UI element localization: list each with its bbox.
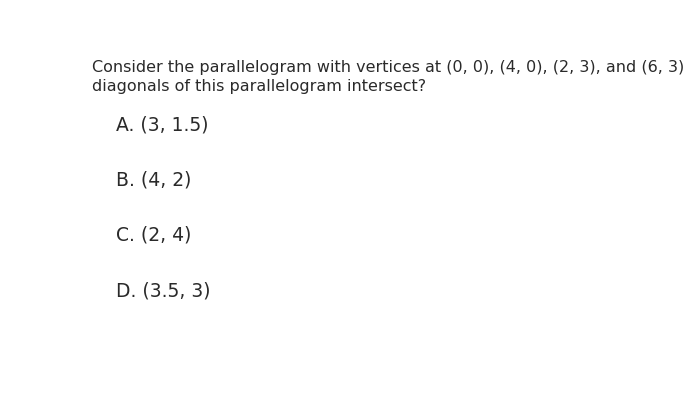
Text: diagonals of this parallelogram intersect?: diagonals of this parallelogram intersec…: [92, 79, 426, 94]
Text: A. (3, 1.5): A. (3, 1.5): [116, 115, 209, 134]
Text: B. (4, 2): B. (4, 2): [116, 170, 192, 189]
Text: C. (2, 4): C. (2, 4): [116, 225, 192, 245]
Text: D. (3.5, 3): D. (3.5, 3): [116, 281, 211, 299]
Text: Consider the parallelogram with vertices at (0, 0), (4, 0), (2, 3), and (6, 3). : Consider the parallelogram with vertices…: [92, 60, 685, 75]
